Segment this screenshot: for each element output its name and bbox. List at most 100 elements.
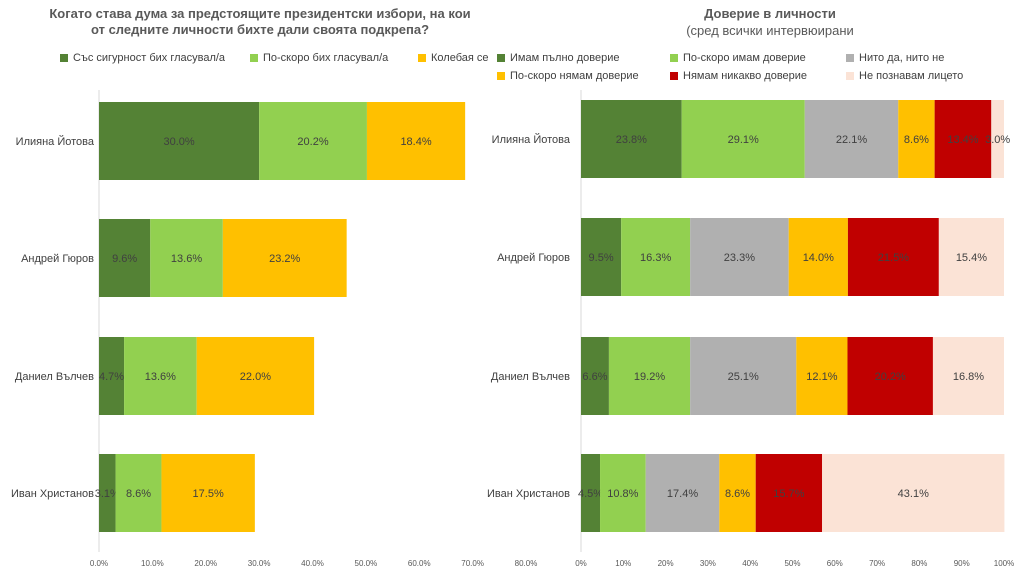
right-chart-subtitle: (сред всички интервюирани xyxy=(686,23,854,38)
left-x-tick-label: 30.0% xyxy=(248,559,271,568)
left-category-label: Иван Христанов xyxy=(11,488,94,500)
right-category-label: Андрей Гюров xyxy=(497,252,570,264)
right-bar-segment xyxy=(847,218,939,296)
left-data-label: 8.6% xyxy=(126,488,151,500)
right-bar-segment xyxy=(934,100,992,178)
right-bar-segment xyxy=(719,454,756,532)
right-legend-item: Нито да, нито не xyxy=(846,52,944,64)
left-bar-segment xyxy=(99,102,260,180)
left-data-label: 13.6% xyxy=(171,253,202,265)
legend-label: Нямам никакво доверие xyxy=(683,70,808,82)
left-bar-segment xyxy=(196,337,315,415)
legend-label: Не познавам лицето xyxy=(859,70,964,82)
right-bar-segment xyxy=(581,337,609,415)
left-legend-item: По-скоро бих гласувал/а xyxy=(250,52,388,64)
right-data-label: 23.8% xyxy=(616,134,647,146)
right-data-label: 12.1% xyxy=(806,371,837,383)
left-x-tick-label: 50.0% xyxy=(355,559,378,568)
right-legend-item: По-скоро имам доверие xyxy=(670,52,806,64)
right-bar-segment xyxy=(755,454,823,532)
left-data-label: 22.0% xyxy=(240,371,271,383)
right-bar-segment xyxy=(581,218,622,296)
left-bar-segment xyxy=(366,102,466,180)
left-data-label: 3.1% xyxy=(95,488,120,500)
left-category-label: Даниел Вълчев xyxy=(15,371,94,383)
right-x-tick-label: 10% xyxy=(615,559,631,568)
right-bar-segment xyxy=(581,454,601,532)
legend-label: Колебая се xyxy=(431,52,489,64)
left-bar-segment xyxy=(99,454,116,532)
right-data-label: 16.8% xyxy=(953,371,984,383)
right-bar-segment xyxy=(804,100,899,178)
right-data-label: 16.3% xyxy=(640,252,671,264)
right-x-tick-label: 20% xyxy=(658,559,674,568)
left-bar-segment xyxy=(115,454,162,532)
right-x-tick-label: 0% xyxy=(575,559,587,568)
right-data-label: 21.5% xyxy=(878,252,909,264)
left-x-tick-label: 60.0% xyxy=(408,559,431,568)
legend-swatch xyxy=(60,54,68,62)
right-data-label: 8.6% xyxy=(725,488,750,500)
left-bar-segment xyxy=(99,337,125,415)
right-bar-segment xyxy=(932,337,1004,415)
right-bar-segment xyxy=(938,218,1004,296)
left-bar-segment xyxy=(161,454,255,532)
legend-label: Нито да, нито не xyxy=(859,52,945,64)
legend-label: Със сигурност бих гласувал/а xyxy=(73,52,226,64)
legend-label: По-скоро нямам доверие xyxy=(510,70,639,82)
left-chart-title-line2: от следните личности бихте дали своята п… xyxy=(90,22,430,37)
right-bar-segment xyxy=(991,100,1004,178)
right-x-tick-label: 50% xyxy=(784,559,800,568)
legend-swatch xyxy=(497,54,505,62)
right-data-label: 14.0% xyxy=(803,252,834,264)
legend-label: По-скоро бих гласувал/а xyxy=(263,52,389,64)
right-data-label: 25.1% xyxy=(728,371,759,383)
right-x-tick-label: 30% xyxy=(700,559,716,568)
right-bar-segment xyxy=(788,218,848,296)
right-x-tick-label: 100% xyxy=(994,559,1014,568)
left-bar-segment xyxy=(99,219,151,297)
left-x-tick-label: 80.0% xyxy=(515,559,538,568)
left-x-tick-label: 40.0% xyxy=(301,559,324,568)
right-bar-segment xyxy=(581,100,682,178)
right-x-tick-label: 60% xyxy=(827,559,843,568)
left-data-label: 20.2% xyxy=(297,136,328,148)
right-x-tick-label: 90% xyxy=(954,559,970,568)
right-legend-item: По-скоро нямам доверие xyxy=(497,70,639,82)
left-data-label: 18.4% xyxy=(400,136,431,148)
legend-swatch xyxy=(670,72,678,80)
right-data-label: 29.1% xyxy=(728,134,759,146)
right-chart-title: Доверие в личности xyxy=(704,6,836,21)
left-chart-title: Когато става дума за предстоящите презид… xyxy=(40,6,480,38)
left-x-tick-label: 20.0% xyxy=(194,559,217,568)
legend-swatch xyxy=(846,72,854,80)
legend-label: Имам пълно доверие xyxy=(510,52,620,64)
right-data-label: 23.3% xyxy=(724,252,755,264)
right-data-label: 6.6% xyxy=(582,371,607,383)
right-legend-item: Нямам никакво доверие xyxy=(670,70,807,82)
left-bar-segment xyxy=(150,219,223,297)
right-bar-segment xyxy=(847,337,933,415)
right-x-tick-label: 40% xyxy=(742,559,758,568)
right-data-label: 22.1% xyxy=(836,134,867,146)
right-bar-segment xyxy=(796,337,848,415)
right-data-label: 9.5% xyxy=(589,252,614,264)
right-data-label: 3.0% xyxy=(985,134,1010,146)
right-bar-segment xyxy=(645,454,720,532)
right-data-label: 43.1% xyxy=(898,488,929,500)
left-category-label: Илияна Йотова xyxy=(16,135,95,148)
right-bar-segment xyxy=(681,100,805,178)
right-bar-segment xyxy=(690,218,789,296)
right-bar-segment xyxy=(690,337,797,415)
right-bar-segment xyxy=(600,454,646,532)
left-chart-title-line1: Когато става дума за предстоящите презид… xyxy=(49,6,471,21)
left-data-label: 17.5% xyxy=(193,488,224,500)
right-x-tick-label: 70% xyxy=(869,559,885,568)
legend-label: По-скоро имам доверие xyxy=(683,52,806,64)
right-bar-segment xyxy=(822,454,1005,532)
left-data-label: 13.6% xyxy=(145,371,176,383)
left-category-label: Андрей Гюров xyxy=(21,253,94,265)
right-category-label: Иван Христанов xyxy=(487,488,570,500)
right-data-label: 13.4% xyxy=(947,134,978,146)
